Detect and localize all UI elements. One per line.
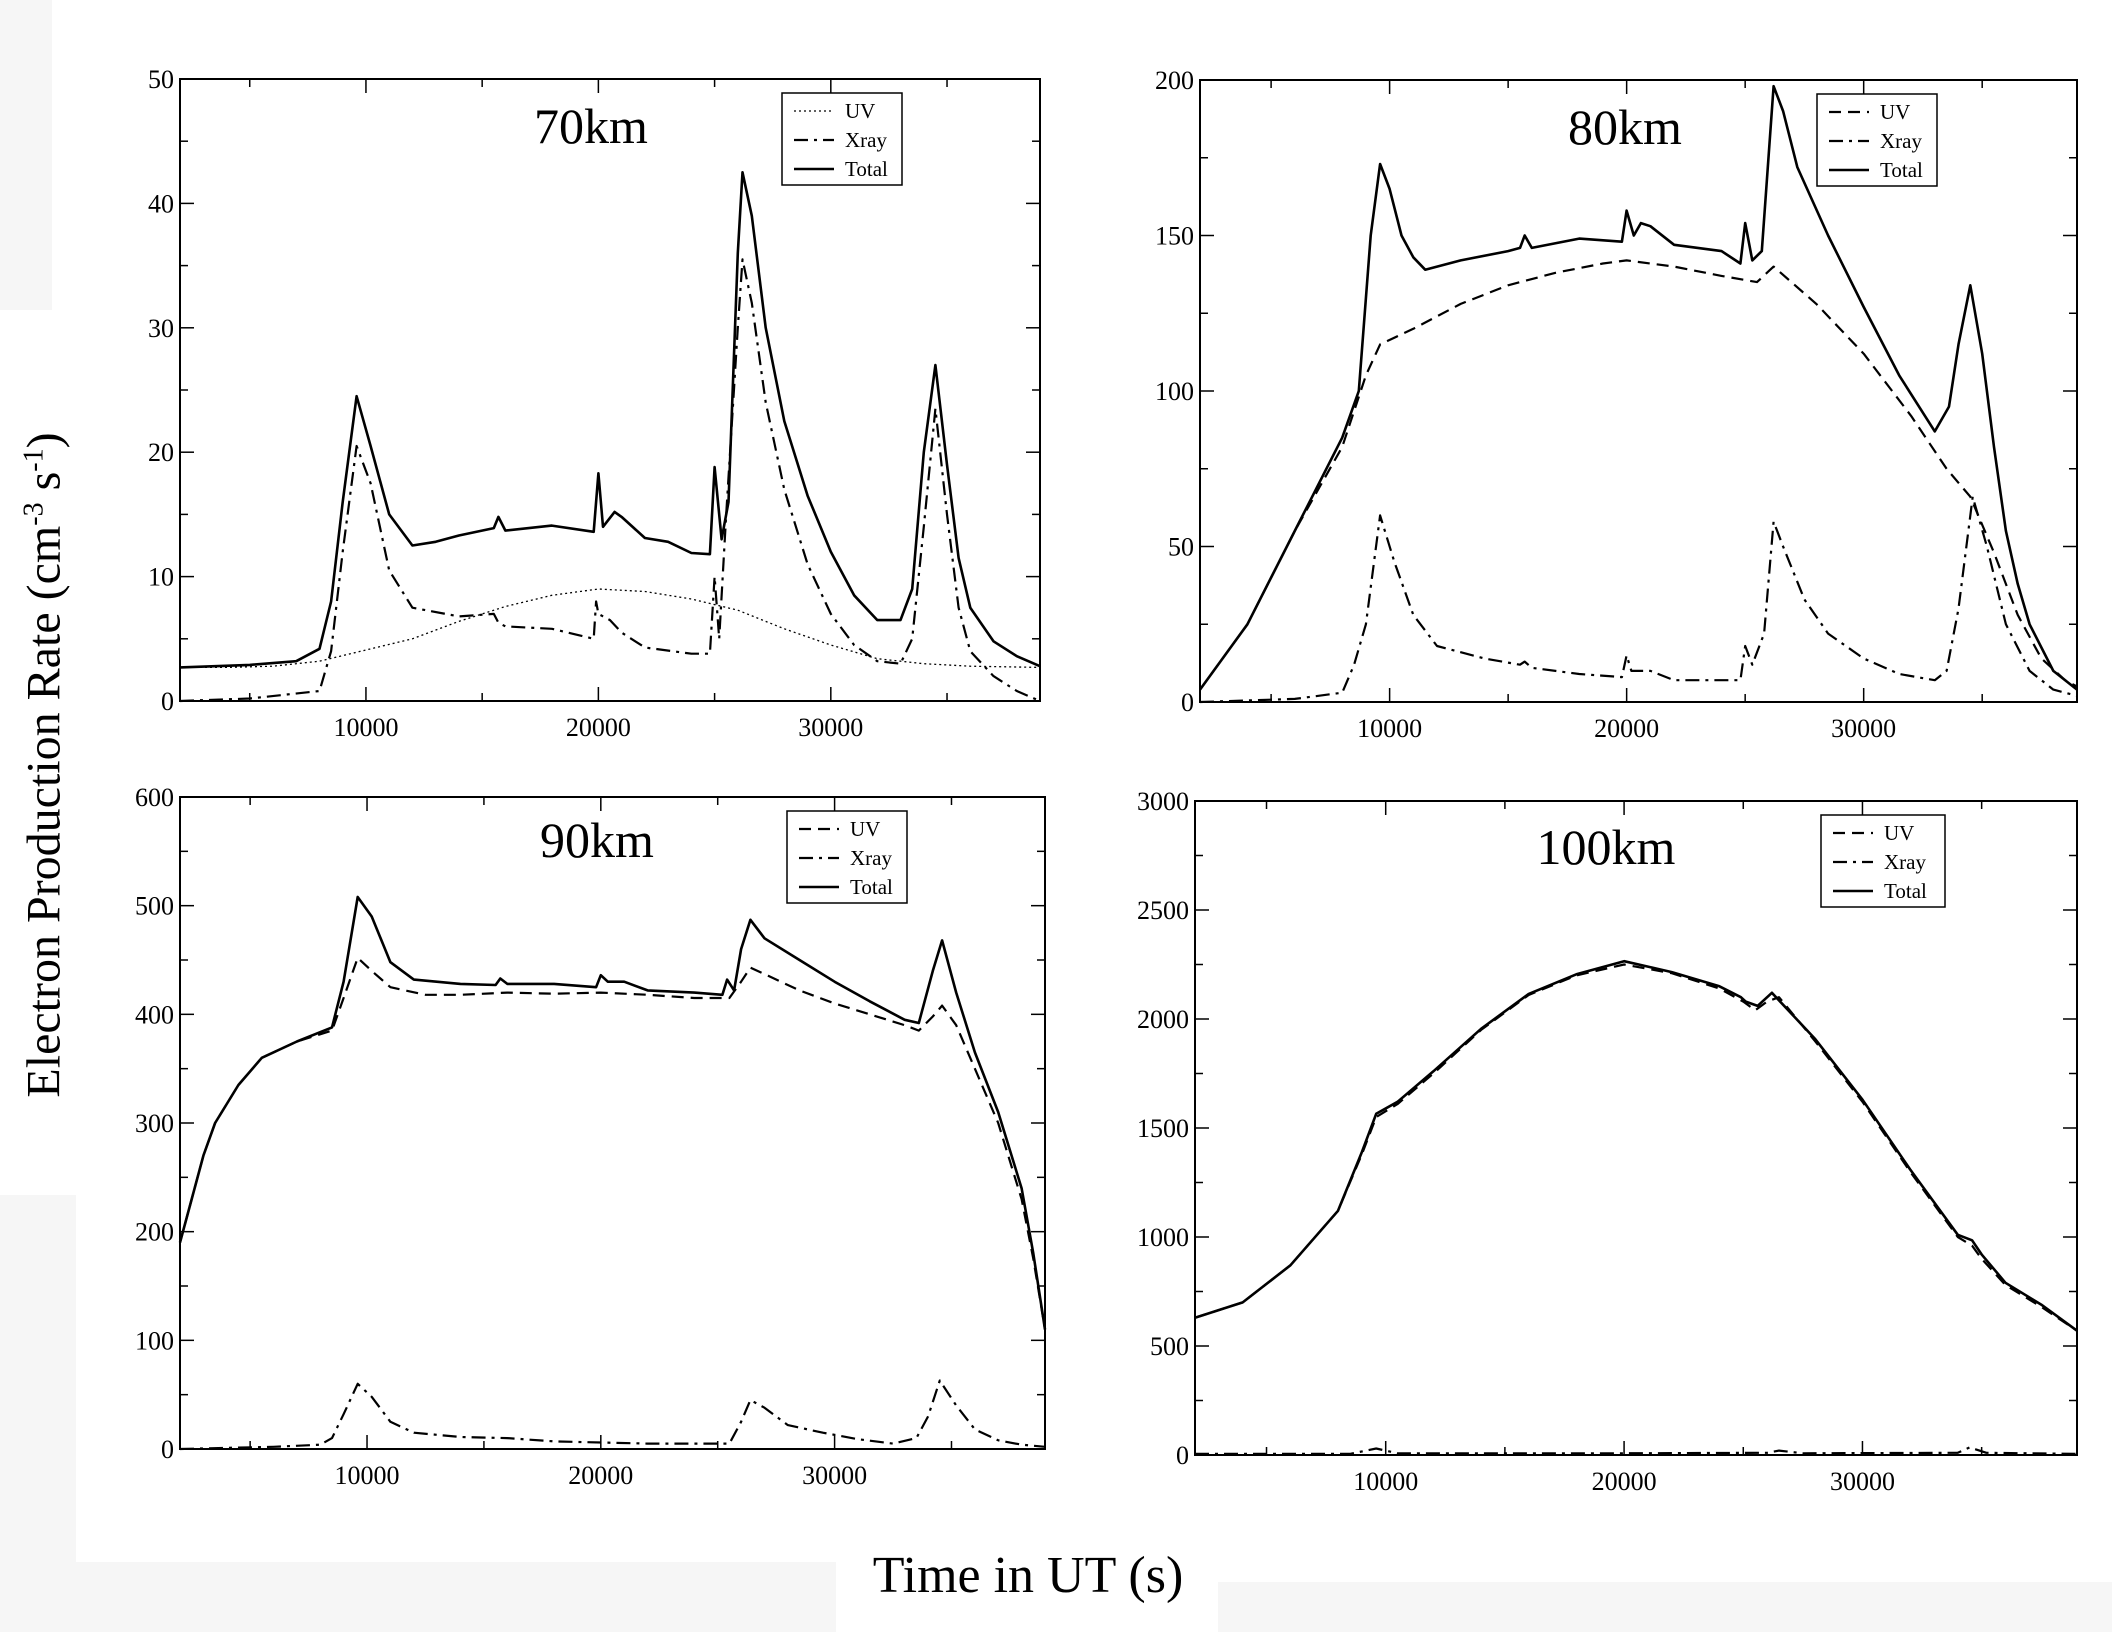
- legend-label-total: Total: [1884, 879, 1927, 903]
- y-tick-label: 20: [148, 438, 174, 467]
- legend: UV Xray Total: [786, 810, 908, 904]
- plot-frame: [1199, 79, 2078, 703]
- background-band: [0, 1195, 76, 1632]
- ylabel-suffix: ): [17, 432, 71, 449]
- y-tick-label: 1500: [1137, 1114, 1189, 1143]
- legend-label-xray: Xray: [845, 128, 887, 152]
- ylabel-prefix: Electron Production Rate (cm: [17, 525, 71, 1098]
- background-band: [0, 1562, 836, 1632]
- panel-title: 100km: [1537, 819, 1676, 875]
- x-tick-label: 20000: [1594, 714, 1659, 743]
- series-line-uv: [1194, 963, 2078, 1332]
- ylabel-mid: s: [17, 471, 71, 503]
- panel-title: 90km: [540, 812, 654, 868]
- chart-panel-70km: 10000 20000 30000 0 10 20 30 40 50 70km UV Xray Tota…: [148, 65, 1041, 742]
- y-tick-label: 100: [135, 1326, 174, 1355]
- chart-panel-90km: 10000 20000 30000 0 100 200 300 400 500 600 90km UV…: [135, 783, 1047, 1490]
- series-line-xray: [179, 1379, 1046, 1451]
- x-tick-label: 10000: [333, 713, 398, 742]
- chart-panel-100km: 10000 20000 30000 0 500 1000 1500 2000 2500 3000 1…: [1137, 787, 2078, 1496]
- legend-label-uv: UV: [1884, 821, 1914, 845]
- x-tick-label: 20000: [566, 713, 631, 742]
- x-tick-label: 20000: [1592, 1467, 1657, 1496]
- series-line-xray: [1199, 495, 2078, 704]
- y-tick-label: 0: [1181, 688, 1194, 717]
- legend-label-xray: Xray: [1884, 850, 1926, 874]
- shared-x-axis-label: Time in UT (s): [838, 1535, 1218, 1617]
- legend-label-xray: Xray: [1880, 129, 1922, 153]
- panel-title: 70km: [534, 98, 648, 154]
- y-tick-label: 2500: [1137, 896, 1189, 925]
- y-tick-label: 500: [1150, 1332, 1189, 1361]
- y-tick-label: 300: [135, 1109, 174, 1138]
- plot-frame: [179, 78, 1041, 702]
- panel-title: 80km: [1568, 99, 1682, 155]
- plot-frame: [179, 796, 1046, 1450]
- y-tick-label: 50: [148, 65, 174, 94]
- y-tick-label: 600: [135, 783, 174, 812]
- legend-label-total: Total: [845, 157, 888, 181]
- y-tick-label: 2000: [1137, 1005, 1189, 1034]
- x-tick-label: 30000: [1830, 1467, 1895, 1496]
- y-tick-label: 3000: [1137, 787, 1189, 816]
- chart-panel-80km: 10000 20000 30000 0 50 100 150 200 80km UV Xray Tot…: [1155, 66, 2078, 743]
- x-tick-label: 10000: [1353, 1467, 1418, 1496]
- y-tick-label: 0: [1176, 1441, 1189, 1470]
- y-tick-label: 200: [135, 1218, 174, 1247]
- ylabel-exponent-cm: -3: [18, 502, 50, 526]
- series-line-total: [178, 895, 1047, 1330]
- legend: UV Xray Total: [1816, 93, 1938, 187]
- y-tick-label: 0: [161, 687, 174, 716]
- x-tick-label: 30000: [798, 713, 863, 742]
- series-line-total: [1198, 84, 2078, 691]
- y-tick-label: 40: [148, 189, 174, 218]
- y-tick-label: 0: [161, 1435, 174, 1464]
- x-tick-label: 30000: [802, 1461, 867, 1490]
- legend-label-xray: Xray: [850, 846, 892, 870]
- x-tick-label: 20000: [568, 1461, 633, 1490]
- legend-label-uv: UV: [845, 99, 875, 123]
- background-band: [1218, 1582, 2112, 1632]
- background-band: [0, 0, 52, 310]
- x-tick-label: 10000: [1357, 714, 1422, 743]
- y-tick-label: 400: [135, 1000, 174, 1029]
- legend-label-total: Total: [1880, 158, 1923, 182]
- y-tick-label: 10: [148, 563, 174, 592]
- y-tick-label: 50: [1168, 533, 1194, 562]
- x-tick-label: 10000: [335, 1461, 400, 1490]
- y-tick-label: 150: [1155, 222, 1194, 251]
- series-line-total: [1194, 959, 2078, 1332]
- legend-label-total: Total: [850, 875, 893, 899]
- y-tick-label: 500: [135, 892, 174, 921]
- shared-y-axis-label: Electron Production Rate (cm-3 s-1): [17, 432, 72, 1097]
- y-tick-label: 1000: [1137, 1223, 1189, 1252]
- series-line-uv: [178, 956, 1047, 1330]
- ylabel-exponent-s: -1: [18, 448, 50, 472]
- x-tick-label: 30000: [1831, 714, 1896, 743]
- y-tick-label: 100: [1155, 377, 1194, 406]
- series-line-xray: [1195, 1446, 2078, 1455]
- y-tick-label: 200: [1155, 66, 1194, 95]
- series-line-total: [179, 171, 1041, 669]
- series-line-uv: [1199, 259, 2078, 691]
- legend-label-uv: UV: [850, 817, 880, 841]
- legend: UV Xray Total: [781, 92, 903, 186]
- legend-label-uv: UV: [1880, 100, 1910, 124]
- series-line-xray: [179, 258, 1041, 703]
- y-tick-label: 30: [148, 314, 174, 343]
- legend: UV Xray Total: [1820, 814, 1946, 908]
